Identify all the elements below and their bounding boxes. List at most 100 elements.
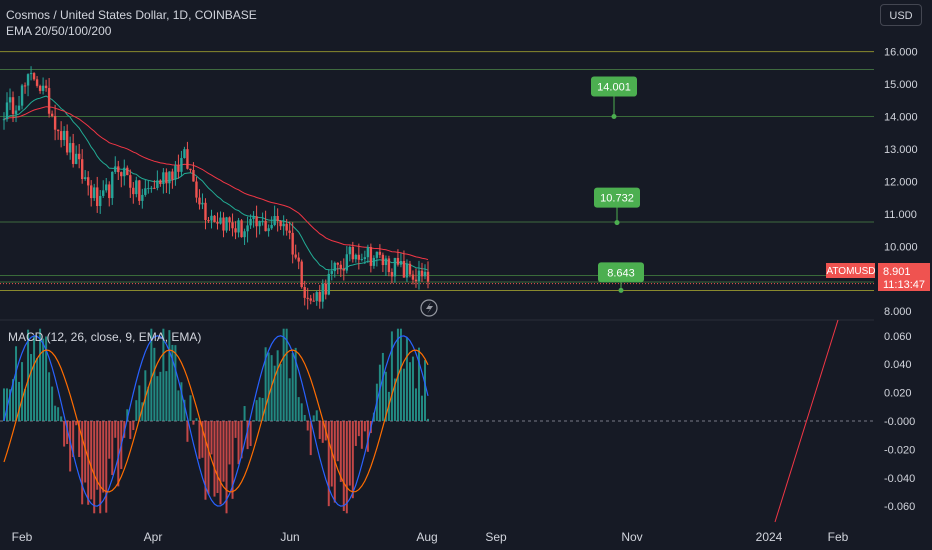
candle-body — [348, 246, 352, 255]
candle-body — [138, 180, 141, 201]
candle-body — [309, 298, 312, 301]
time-axis-label: 2024 — [756, 530, 783, 544]
time-axis[interactable]: Feb Apr Jun Aug Sep Nov 2024 Feb — [12, 530, 849, 544]
candle-body — [5, 102, 9, 120]
macd-histogram-bar — [51, 386, 54, 421]
target-badge — [591, 76, 637, 97]
candle-body — [393, 257, 397, 277]
macd-histogram-bar — [282, 328, 285, 421]
macd-histogram-bar — [342, 421, 345, 512]
candle-body — [357, 254, 361, 260]
macd-histogram-bar — [219, 421, 222, 505]
candle-body — [14, 110, 18, 114]
candle-body — [68, 143, 72, 153]
macd-histogram-bar — [354, 421, 357, 446]
macd-histogram-bar — [378, 364, 381, 421]
macd-histogram-bar — [345, 421, 348, 514]
candle-body — [411, 274, 415, 280]
candle-body — [135, 180, 138, 195]
candle-body — [402, 260, 406, 278]
macd-histogram-bar — [417, 347, 420, 421]
macd-histogram-bar — [111, 421, 114, 476]
candle-body — [396, 257, 400, 265]
candle-body — [318, 292, 321, 302]
macd-histogram-bar — [427, 418, 429, 421]
lightning-icon[interactable] — [420, 299, 438, 317]
chart-title: Cosmos / United States Dollar, 1D, COINB… — [6, 8, 257, 22]
candle-body — [123, 167, 126, 177]
candle-body — [351, 246, 355, 260]
target-label: 14.001 — [597, 81, 631, 93]
macd-histogram-bar — [246, 421, 249, 450]
candle-body — [336, 262, 339, 265]
macd-histogram-bar — [300, 403, 303, 421]
macd-histogram-bar — [291, 353, 294, 421]
candle-body — [408, 263, 412, 275]
macd-scale[interactable]: 0.060 0.040 0.020 -0.000 -0.020 -0.040 -0.060 — [884, 331, 915, 513]
macd-histogram-bar — [75, 421, 78, 426]
macd-histogram-bar — [93, 421, 96, 514]
macd-histogram-bar — [72, 421, 75, 457]
macd-tick-label: 0.020 — [884, 388, 912, 400]
macd-histogram-bar — [405, 337, 408, 421]
macd-histogram-bar — [105, 421, 108, 513]
macd-histogram-bar — [27, 329, 30, 421]
macd-histogram-bar — [132, 421, 135, 431]
candle-body — [213, 215, 216, 223]
candle-body — [204, 202, 207, 221]
macd-histogram-bar — [309, 421, 312, 456]
candle-body — [420, 270, 424, 277]
time-axis-label: Jun — [280, 530, 299, 544]
candle-body — [285, 223, 288, 231]
currency-button[interactable]: USD — [880, 4, 922, 26]
macd-histogram-bar — [162, 328, 165, 421]
price-scale[interactable]: 16.000 15.000 14.000 13.000 12.000 11.000 10.0… — [884, 47, 918, 319]
candle-body — [129, 175, 132, 188]
candle-body — [228, 217, 231, 223]
candle-body — [47, 88, 51, 114]
macd-histogram-bar — [198, 421, 201, 459]
candle-body — [270, 224, 273, 229]
candle-body — [219, 217, 222, 224]
target-points: 14.001 10.732 8.643 — [591, 76, 644, 293]
candle-body — [354, 254, 358, 260]
macd-histogram-bar — [210, 421, 213, 455]
candle-body — [366, 247, 370, 258]
candle-body — [126, 167, 129, 176]
macd-histogram-bar — [279, 363, 282, 421]
candle-body — [162, 172, 165, 184]
macd-histogram-bar — [57, 407, 60, 421]
macd-line — [3, 335, 429, 507]
candle-body — [177, 165, 180, 172]
candle-body — [288, 230, 291, 233]
macd-projection-line — [774, 319, 839, 523]
macd-histogram-bar — [402, 368, 405, 421]
macd-histogram-bar — [168, 330, 171, 421]
candle-body — [216, 222, 219, 224]
candle-body — [258, 221, 261, 227]
candle-body — [282, 223, 285, 227]
macd-histogram-bar — [390, 331, 393, 421]
candle-body — [342, 268, 346, 271]
target-label: 8.643 — [607, 267, 635, 279]
macd-histogram-bar — [330, 421, 333, 487]
macd-histogram-bar — [42, 338, 45, 421]
macd-tick-label: -0.000 — [884, 416, 915, 428]
candle-body — [96, 187, 99, 207]
candle-body — [297, 257, 300, 262]
macd-histogram-bar — [351, 421, 354, 499]
price-tag-value: 8.901 — [883, 266, 911, 278]
ema-line — [3, 95, 429, 271]
candle-body — [147, 188, 150, 190]
candle-body — [405, 263, 409, 278]
candle-body — [384, 258, 388, 266]
candle-body — [363, 257, 367, 260]
price-tick-label: 8.000 — [884, 306, 912, 318]
candle-body — [168, 171, 171, 184]
macd-tick-label: -0.060 — [884, 501, 915, 513]
macd-histogram-bar — [267, 352, 270, 421]
macd-histogram-bar — [276, 350, 279, 421]
macd-histogram-bar — [156, 376, 159, 421]
macd-histogram-bar — [195, 418, 198, 421]
